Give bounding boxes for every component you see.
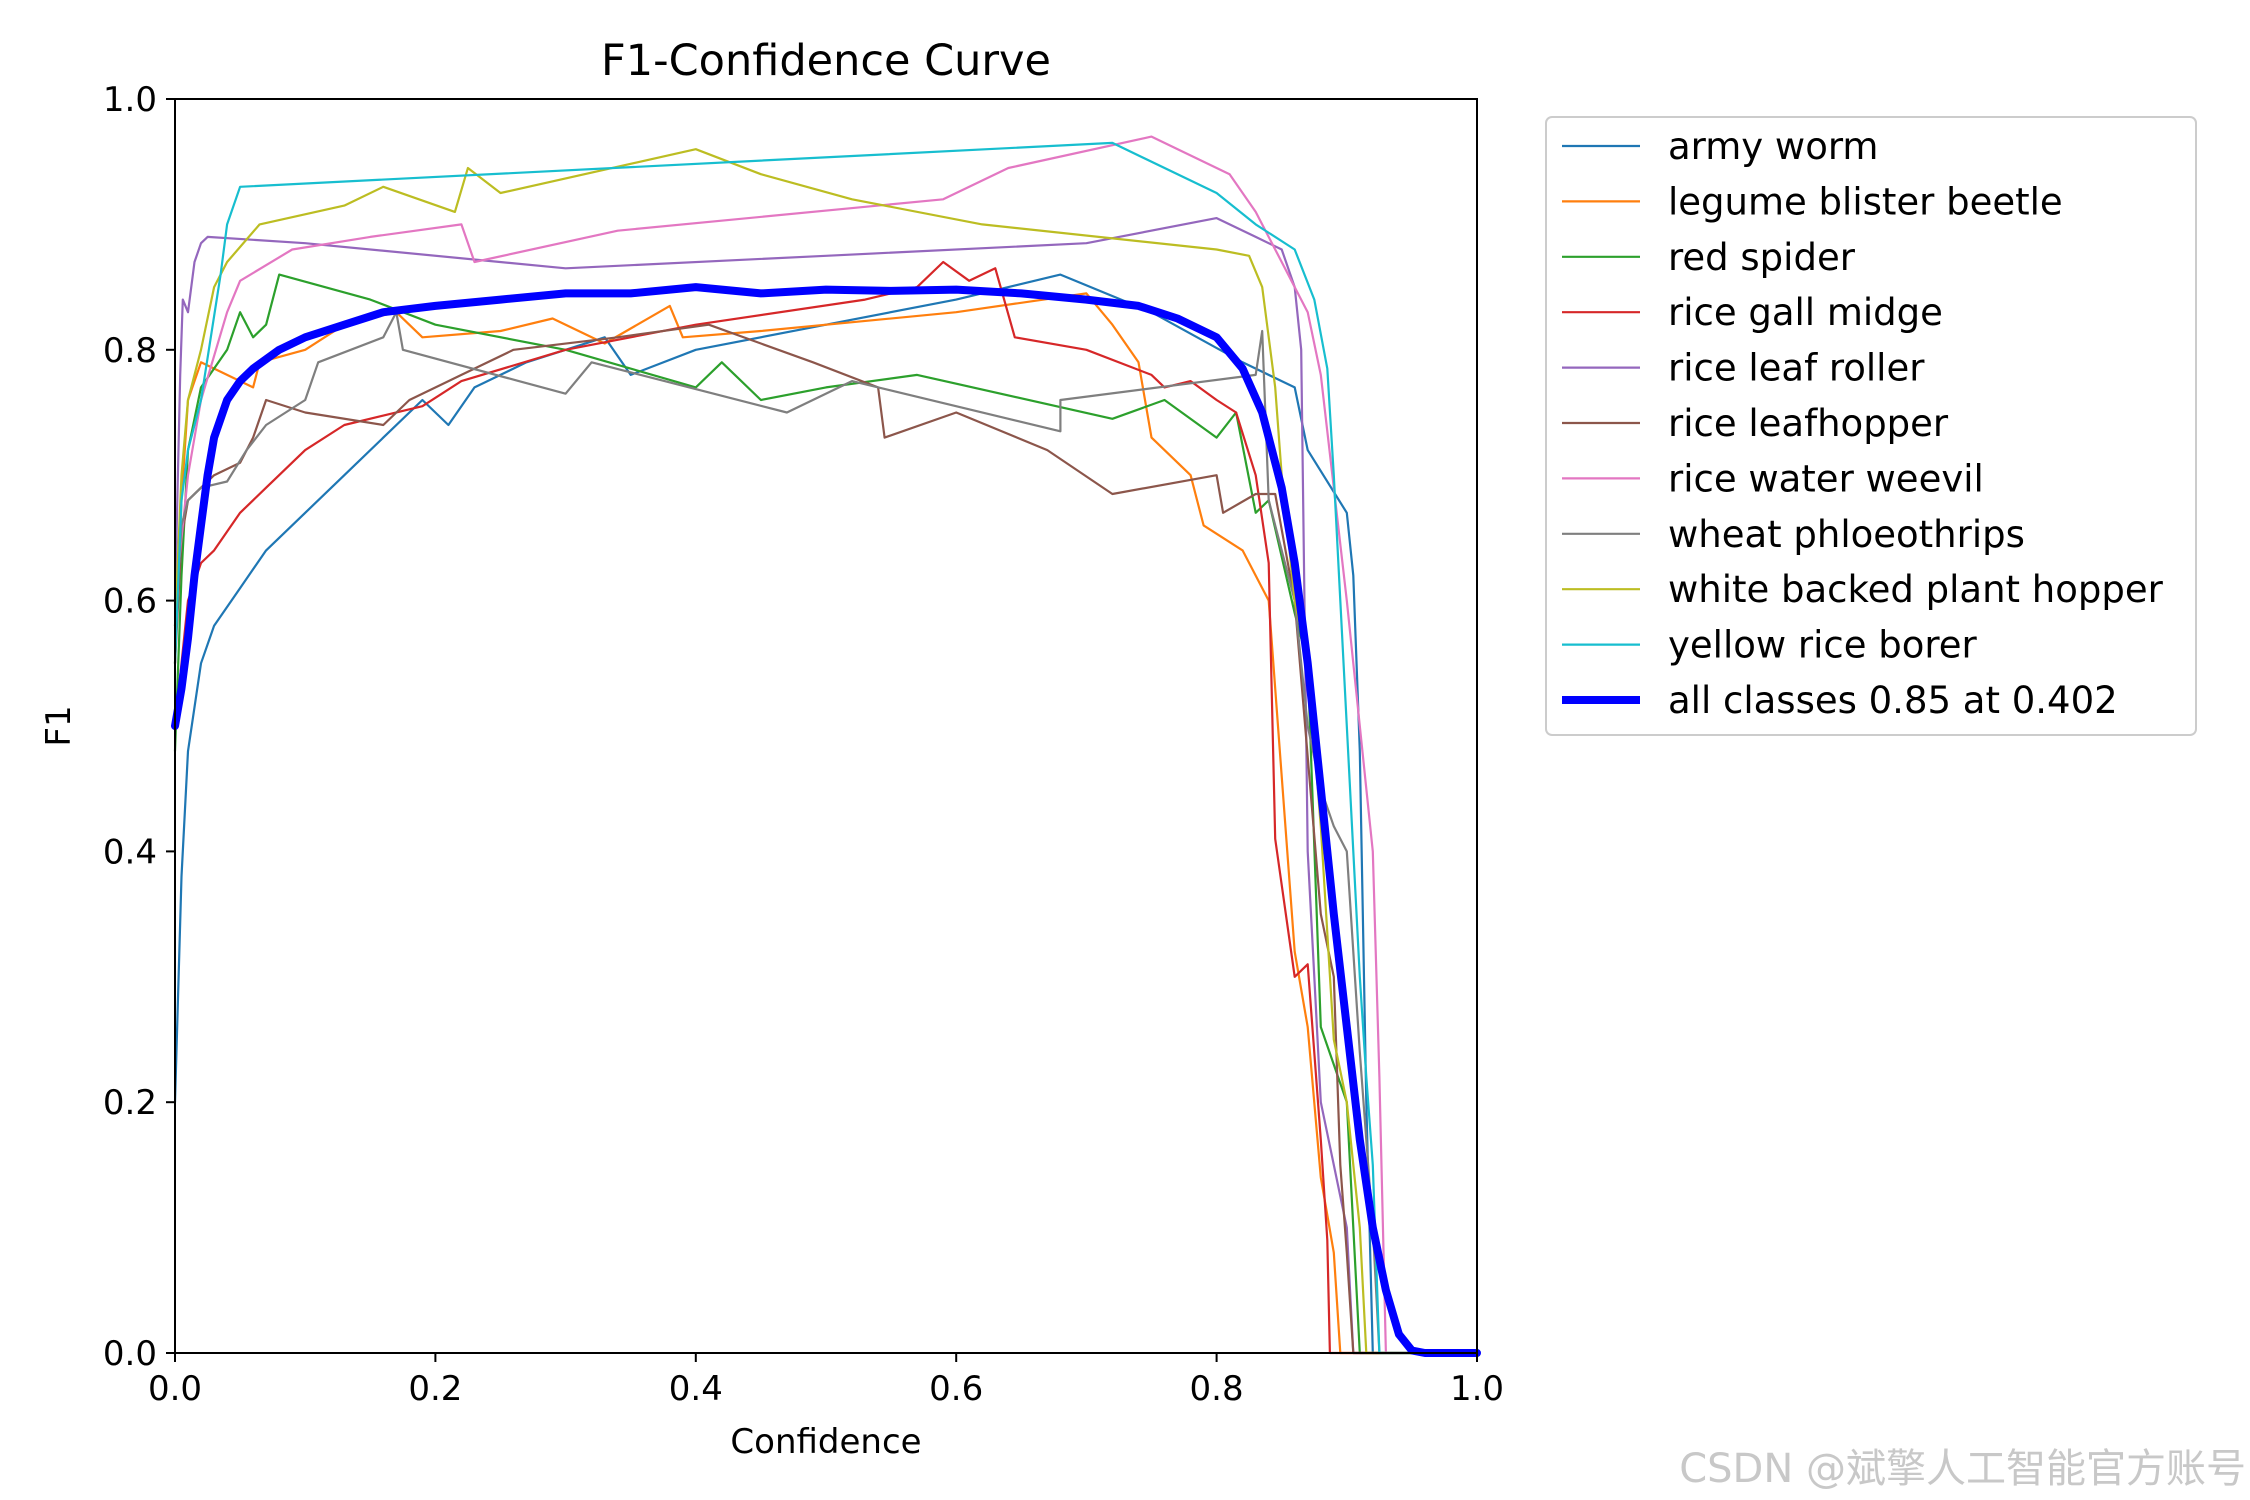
y-axis-ticks: 0.0 0.2 0.4 0.6 0.8 1.0 <box>103 80 175 1374</box>
legend-label-army-worm: army worm <box>1668 125 1878 168</box>
series-line-rice-gall-midge <box>173 260 1479 1355</box>
legend-label-legume-blister-beetle: legume blister beetle <box>1668 180 2063 223</box>
chart-title: F1-Confidence Curve <box>601 36 1051 86</box>
series-line-wheat-phloeothrips <box>173 311 1479 1355</box>
legend-label-all-classes-0-85-at-0-402: all classes 0.85 at 0.402 <box>1668 679 2118 722</box>
x-tick-label: 0.2 <box>408 1369 462 1409</box>
series-line-rice-water-weevil <box>173 135 1479 1355</box>
x-tick-label: 0.8 <box>1190 1369 1244 1409</box>
y-tick-label: 0.4 <box>103 832 157 872</box>
series-line-legume-blister-beetle <box>173 292 1479 1355</box>
legend-label-red-spider: red spider <box>1668 236 1856 279</box>
legend-label-rice-leafhopper: rice leafhopper <box>1668 402 1949 445</box>
plot-lines <box>171 135 1481 1357</box>
y-axis-label: F1 <box>39 705 79 746</box>
x-tick-label: 0.6 <box>929 1369 983 1409</box>
series-line-all-classes-0-85-at-0-402 <box>171 283 1481 1357</box>
y-tick-label: 0.2 <box>103 1083 157 1123</box>
legend-label-rice-water-weevil: rice water weevil <box>1668 457 1984 500</box>
series-line-white-backed-plant-hopper <box>173 148 1479 1355</box>
y-tick-label: 0.8 <box>103 331 157 371</box>
x-tick-label: 0.4 <box>669 1369 723 1409</box>
y-tick-label: 0.6 <box>103 582 157 622</box>
series-line-yellow-rice-borer <box>173 141 1479 1355</box>
legend: army worm legume blister beetle red spider… <box>1545 116 2197 736</box>
legend-frame <box>1545 116 2197 736</box>
x-axis-label: Confidence <box>730 1422 921 1462</box>
legend-label-rice-leaf-roller: rice leaf roller <box>1668 347 1925 390</box>
plot-frame <box>174 98 1478 1354</box>
legend-items: army worm legume blister beetle red spider… <box>1562 125 2164 722</box>
series-line-red-spider <box>173 273 1479 1355</box>
x-tick-label: 1.0 <box>1450 1369 1504 1409</box>
legend-label-rice-gall-midge: rice gall midge <box>1668 291 1943 334</box>
x-tick-label: 0.0 <box>148 1369 202 1409</box>
watermark: CSDN @斌擎人工智能官方账号 <box>1679 1446 2246 1492</box>
y-tick-label: 1.0 <box>103 80 157 120</box>
y-tick-label: 0.0 <box>103 1334 157 1374</box>
legend-label-wheat-phloeothrips: wheat phloeothrips <box>1668 513 2025 556</box>
x-axis-ticks: 0.0 0.2 0.4 0.6 0.8 1.0 <box>148 1353 1504 1409</box>
legend-label-white-backed-plant-hopper: white backed plant hopper <box>1668 568 2164 611</box>
series-line-rice-leaf-roller <box>173 217 1479 1355</box>
legend-label-yellow-rice-borer: yellow rice borer <box>1668 624 1978 667</box>
series-line-army-worm <box>173 273 1479 1355</box>
